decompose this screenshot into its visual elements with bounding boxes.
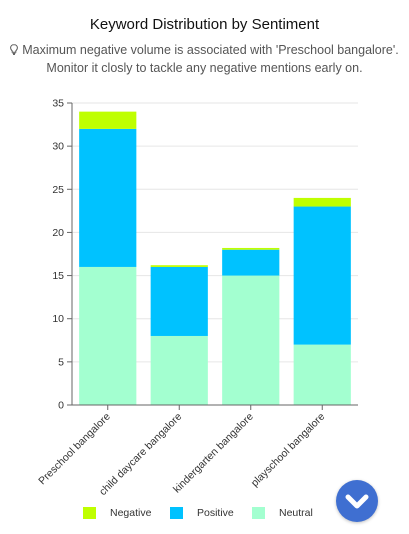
bar-neutral-1 — [150, 335, 208, 405]
bar-negative-1 — [150, 265, 208, 267]
chart-legend: Negative Positive Neutral — [0, 505, 409, 521]
bar-positive-1 — [150, 266, 208, 336]
y-tick-label: 0 — [58, 400, 64, 412]
bar-negative-0 — [79, 111, 137, 129]
scroll-down-button[interactable] — [336, 480, 378, 522]
y-tick-label: 15 — [52, 270, 64, 282]
legend-label-negative: Negative — [110, 507, 152, 519]
x-tick-label: playschool bangalore — [249, 411, 328, 490]
y-tick-label: 35 — [52, 98, 64, 110]
y-tick-label: 10 — [52, 313, 64, 325]
legend-label-positive: Positive — [197, 507, 234, 519]
y-tick-label: 20 — [52, 227, 64, 239]
x-tick-label: child daycare bangalore — [97, 411, 184, 498]
bar-neutral-2 — [222, 275, 280, 405]
bar-neutral-0 — [79, 266, 137, 405]
legend-swatch-neutral — [252, 507, 265, 519]
lightbulb-icon — [10, 44, 19, 55]
x-tick-label: Preschool bangalore — [36, 411, 113, 488]
bar-negative-2 — [222, 247, 280, 250]
legend-swatch-negative — [83, 507, 96, 519]
chart-title: Keyword Distribution by Sentiment — [89, 16, 320, 33]
chevron-down-icon — [345, 494, 369, 509]
insight-text: Maximum negative volume is associated wi… — [22, 43, 399, 75]
y-tick-label: 30 — [52, 141, 64, 153]
bar-negative-3 — [293, 197, 351, 207]
bar-positive-0 — [79, 128, 137, 267]
bar-neutral-3 — [293, 344, 351, 405]
insight-text-row: Maximum negative volume is associated wi… — [10, 41, 399, 77]
legend-label-neutral: Neutral — [279, 507, 313, 519]
bar-positive-2 — [222, 249, 280, 276]
x-tick-label: kindergarten bangalore — [171, 411, 256, 496]
legend-swatch-positive — [170, 507, 183, 519]
bar-positive-3 — [293, 206, 351, 345]
y-tick-label: 5 — [58, 356, 64, 368]
y-tick-label: 25 — [52, 184, 64, 196]
